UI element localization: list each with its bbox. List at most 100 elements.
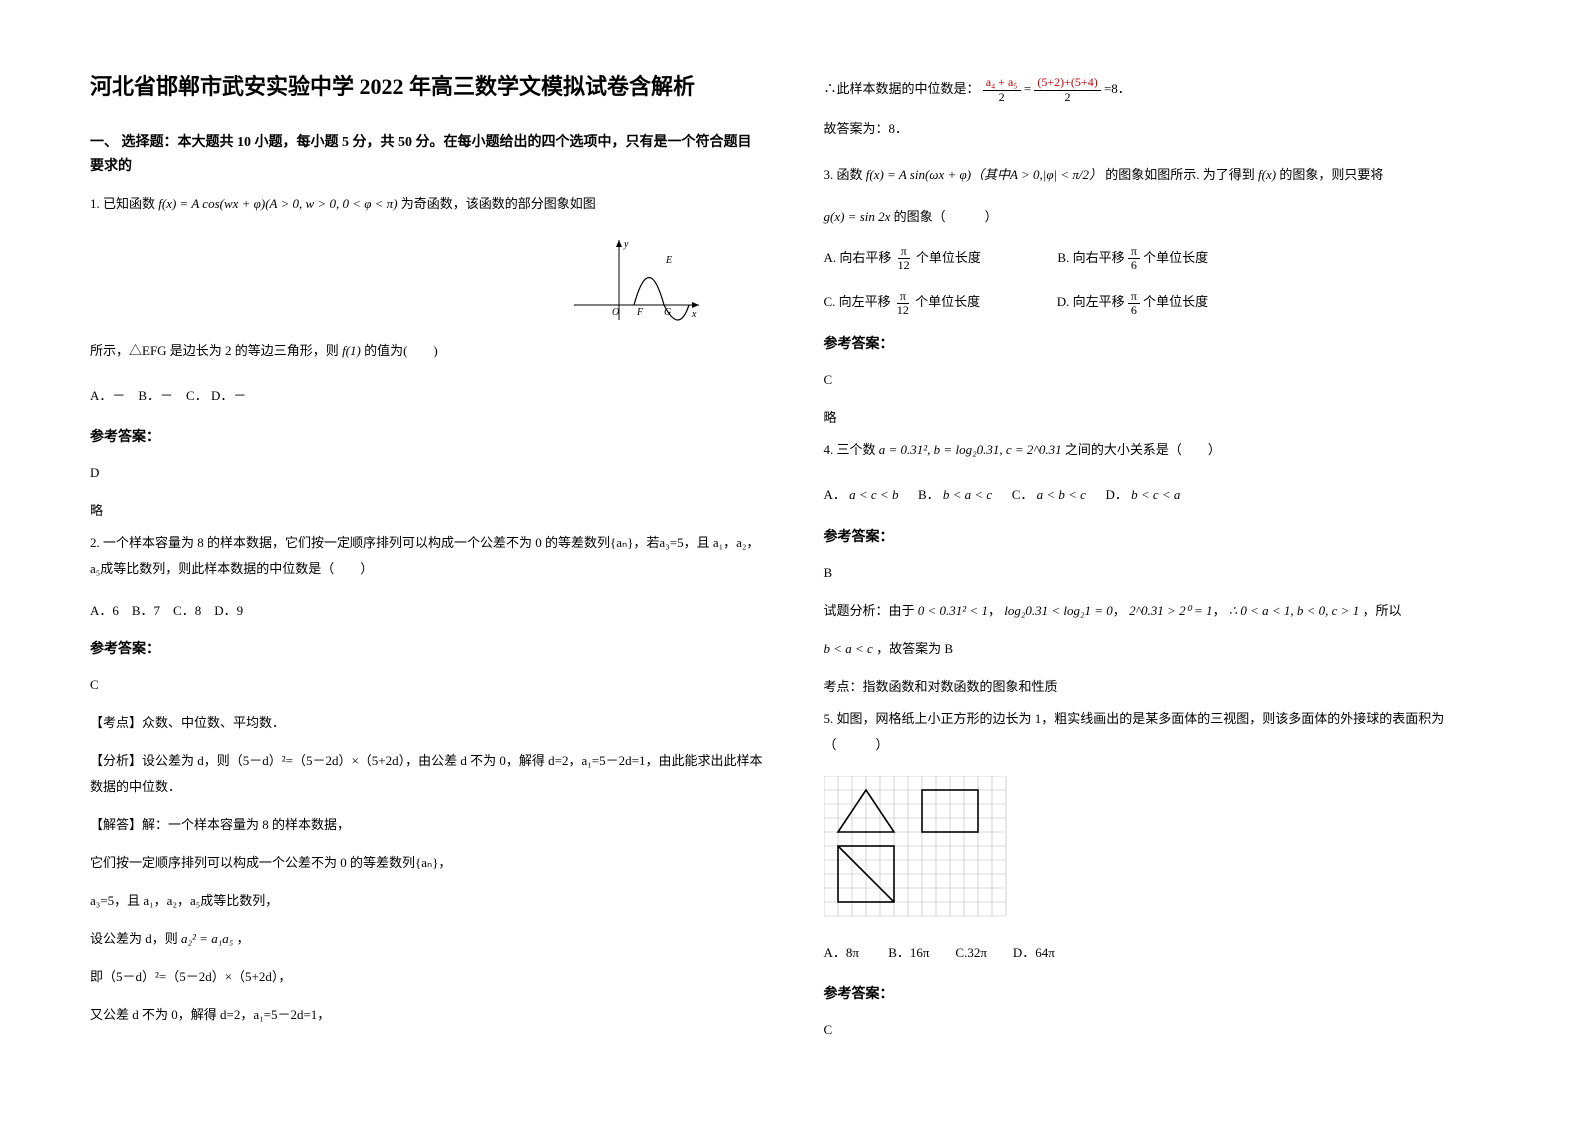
q5-options: A．8π B．16π C.32π D．64π xyxy=(824,939,1498,968)
frac-2: (5+2)+(5+4) 2 xyxy=(1034,76,1100,103)
q1-formula2: f(1) xyxy=(342,343,361,358)
q5-answer: C xyxy=(824,1017,1498,1043)
right-column: ∴此样本数据的中位数是： a₄ + a₅ 2 = (5+2)+(5+4) 2 =… xyxy=(824,70,1498,1092)
q3-optC-n: π xyxy=(897,290,909,304)
q3-optD-frac: π 6 xyxy=(1128,290,1140,317)
q3-answer: C xyxy=(824,367,1498,393)
q3-note: 略 xyxy=(824,405,1498,431)
q4-optB-f: b < a < c xyxy=(943,487,992,502)
q4-optD: D． xyxy=(1105,487,1127,502)
q2-jieda2: 它们按一定顺序排列可以构成一个公差不为 0 的等差数列{aₙ}， xyxy=(90,850,764,876)
q4-formula: a = 0.31², b = log₂0.31, c = 2^0.31 xyxy=(879,442,1062,457)
median-pre: ∴此样本数据的中位数是： xyxy=(824,81,980,96)
question-5: 5. 如图，网格纸上小正方形的边长为 1，粗实线画出的是某多面体的三视图，则该多… xyxy=(824,706,1498,758)
q4-optC-f: a < b < c xyxy=(1037,487,1086,502)
q2-jieda1: 【解答】解：一个样本容量为 8 的样本数据， xyxy=(90,812,764,838)
median-line: ∴此样本数据的中位数是： a₄ + a₅ 2 = (5+2)+(5+4) 2 =… xyxy=(824,76,1498,104)
q2-options: A．6 B．7 C．8 D．9 xyxy=(90,598,764,624)
q3-optB-frac: π 6 xyxy=(1128,245,1140,272)
section-heading: 一、 选择题：本大题共 10 小题，每小题 5 分，共 50 分。在每小题给出的… xyxy=(90,131,764,179)
q3-optA: A. 向右平移 xyxy=(824,250,892,265)
q3-gformula: g(x) = sin 2x xyxy=(824,209,891,224)
q4-answer: B xyxy=(824,560,1498,586)
q4-options: A． a < c < b B． b < a < c C． a < b < c D… xyxy=(824,481,1498,510)
svg-text:x: x xyxy=(691,309,697,320)
svg-text:E: E xyxy=(665,255,672,266)
frac1-den: 2 xyxy=(996,91,1008,104)
q4-a4: ∴ 0 < a < 1, b < 0, c > 1 xyxy=(1229,603,1359,618)
q3-optD-n: π xyxy=(1128,290,1140,304)
q2-jieda3: a₃=5，且 a₁，a₂，a₅成等比数列， xyxy=(90,888,764,914)
q4-analysis-suf: ，所以 xyxy=(1362,603,1401,618)
q3-optC-frac: π 12 xyxy=(894,290,912,317)
q2-jieda4: 设公差为 d，则 a₂² = a₁a₅ ， xyxy=(90,926,764,952)
q2-jieda5: 即（5－d）²=（5－2d）×（5+2d）， xyxy=(90,964,764,990)
q3-optA-n: π xyxy=(898,245,910,259)
q1-note: 略 xyxy=(90,498,764,524)
svg-text:F: F xyxy=(636,307,644,318)
q3-optC-suf: 个单位长度 xyxy=(915,294,980,309)
frac2-den: 2 xyxy=(1062,91,1074,104)
q3-formula2: f(x) xyxy=(1258,167,1276,182)
q2-kaodian: 【考点】众数、中位数、平均数． xyxy=(90,710,764,736)
q1-formula: f(x) = A cos(wx + φ)(A > 0, w > 0, 0 < φ… xyxy=(158,196,397,211)
q4-answer-label: 参考答案： xyxy=(824,526,1498,546)
q1-prefix: 1. 已知函数 xyxy=(90,196,155,211)
svg-text:y: y xyxy=(623,239,629,250)
q1-options: A．－ B．－ C． D．－ xyxy=(90,382,764,411)
q3-answer-label: 参考答案： xyxy=(824,333,1498,353)
q2-jieda4-pre: 设公差为 d，则 xyxy=(90,931,178,946)
q2-answer-label: 参考答案： xyxy=(90,638,764,658)
q1-text2-row: 所示，△EFG 是边长为 2 的等边三角形，则 f(1) 的值为( ) xyxy=(90,338,764,364)
q3-optB-n: π xyxy=(1128,245,1140,259)
figure-cos-graph: O F G x y E xyxy=(90,235,764,330)
q4-prefix: 4. 三个数 xyxy=(824,442,876,457)
q1-text2: 所示，△EFG 是边长为 2 的等边三角形，则 xyxy=(90,343,339,358)
eq1: = xyxy=(1024,81,1031,96)
q4-conclusion-t: ，故答案为 B xyxy=(876,641,953,656)
q3-optD: D. 向左平移 xyxy=(1057,294,1125,309)
q4-kaodian: 考点：指数函数和对数函数的图象和性质 xyxy=(824,674,1498,700)
question-1: 1. 已知函数 f(x) = A cos(wx + φ)(A > 0, w > … xyxy=(90,191,764,217)
q2-jieda4-f: a₂² = a₁a₅ xyxy=(181,931,233,946)
frac-1: a₄ + a₅ 2 xyxy=(983,76,1021,103)
svg-text:G: G xyxy=(664,307,671,318)
q4-analysis-pre: 试题分析：由于 xyxy=(824,603,915,618)
q3-mid: 的图象如图所示. 为了得到 xyxy=(1105,167,1255,182)
q1-answer: D xyxy=(90,460,764,486)
q3-optA-d: 12 xyxy=(895,259,913,272)
frac1-num: a₄ + a₅ xyxy=(983,76,1021,90)
q3-options-row2: C. 向左平移 π 12 个单位长度 D. 向左平移 π 6 个单位长度 xyxy=(824,288,1498,317)
q2-jieda6: 又公差 d 不为 0，解得 d=2，a₁=5－2d=1， xyxy=(90,1002,764,1028)
q4-a3: 2^0.31 > 2⁰ = 1 xyxy=(1129,603,1213,618)
q4-analysis: 试题分析：由于 0 < 0.31² < 1， log₂0.31 < log₂1 … xyxy=(824,598,1498,624)
q1-answer-label: 参考答案： xyxy=(90,426,764,446)
question-4: 4. 三个数 a = 0.31², b = log₂0.31, c = 2^0.… xyxy=(824,437,1498,463)
left-column: 河北省邯郸市武安实验中学 2022 年高三数学文模拟试卷含解析 一、 选择题：本… xyxy=(90,70,764,1092)
q3-text4: 的图象（ ） xyxy=(894,209,998,224)
question-2: 2. 一个样本容量为 8 的样本数据，它们按一定顺序排列可以构成一个公差不为 0… xyxy=(90,530,764,582)
q3-optB: B. 向右平移 xyxy=(1057,250,1124,265)
median-conclusion: 故答案为：8． xyxy=(824,116,1498,142)
q4-conclusion-f: b < a < c xyxy=(824,641,873,656)
q5-answer-label: 参考答案： xyxy=(824,983,1498,1003)
q4-optA: A． xyxy=(824,487,846,502)
page-title: 河北省邯郸市武安实验中学 2022 年高三数学文模拟试卷含解析 xyxy=(90,70,764,103)
q2-jieda4-post: ， xyxy=(237,931,250,946)
q4-optB: B． xyxy=(918,487,940,502)
q3-prefix: 3. 函数 xyxy=(824,167,863,182)
grid-svg xyxy=(824,776,1008,918)
q1-text3: 的值为( ) xyxy=(364,343,438,358)
q4-suffix: 之间的大小关系是（ ） xyxy=(1065,442,1221,457)
q2-fenxi: 【分析】设公差为 d，则（5－d）²=（5－2d）×（5+2d），由公差 d 不… xyxy=(90,748,764,800)
q3-optC: C. 向左平移 xyxy=(824,294,891,309)
q3-options-row1: A. 向右平移 π 12 个单位长度 B. 向右平移 π 6 个单位长度 xyxy=(824,244,1498,273)
q3-optC-d: 12 xyxy=(894,304,912,317)
q4-optD-f: b < c < a xyxy=(1131,487,1180,502)
q3-optA-suf: 个单位长度 xyxy=(916,250,981,265)
q3-optB-suf: 个单位长度 xyxy=(1143,250,1208,265)
q3-text3: 的图象，则只要将 xyxy=(1279,167,1383,182)
q4-optA-f: a < c < b xyxy=(849,487,898,502)
frac2-num: (5+2)+(5+4) xyxy=(1034,76,1100,90)
figure-3view xyxy=(824,776,1498,923)
